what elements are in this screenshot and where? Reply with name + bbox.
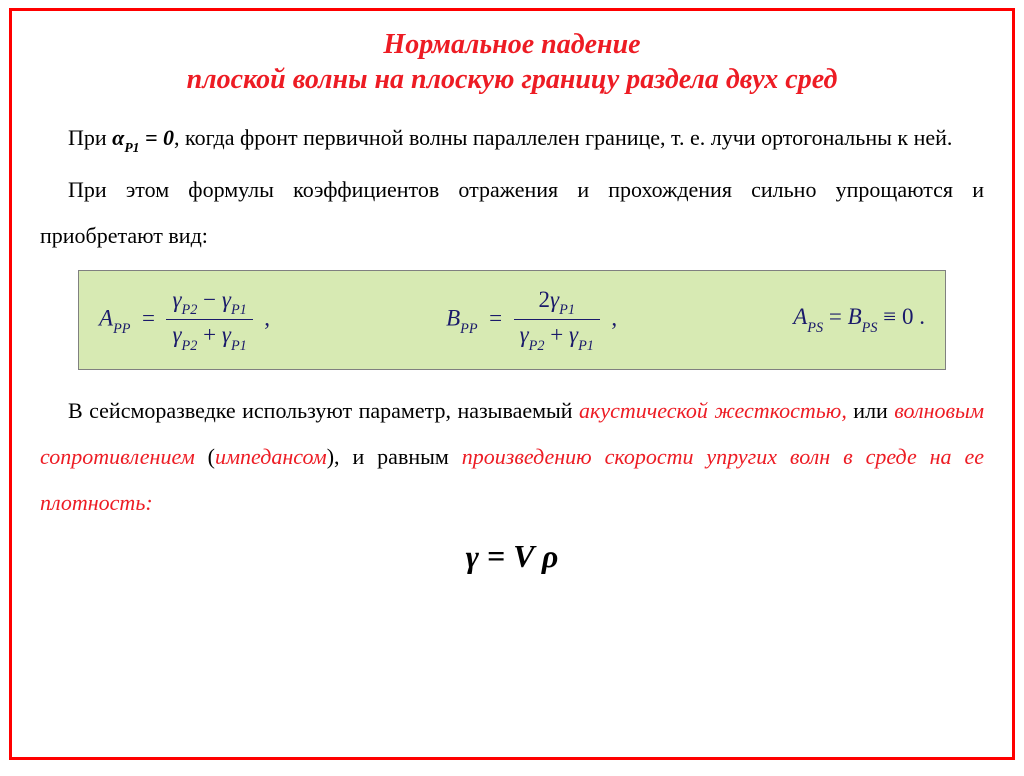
formula-bpp: BPP = 2γP1 γP2 + γP1 ,: [446, 287, 617, 353]
slide-title: Нормальное падение плоской волны на плос…: [40, 27, 984, 97]
formula-aps: APS = BPS ≡ 0 .: [793, 304, 925, 335]
p3-t2: или: [847, 398, 894, 423]
title-line2: плоской волны на плоскую границу раздела…: [187, 64, 838, 95]
p3-t1: В сейсморазведке используют параметр, на…: [68, 398, 579, 423]
frac-2: 2γP1 γP2 + γP1: [514, 287, 600, 353]
p1-t1: При: [68, 125, 112, 150]
p3-t4: ), и равным: [327, 444, 462, 469]
formula-app: APP = γP2 − γP1 γP2 + γP1 ,: [99, 287, 270, 353]
p1-t2: , когда фронт первичной волны параллелен…: [174, 125, 952, 150]
p3-r1: акустической жесткостью: [579, 398, 841, 423]
paragraph-3: В сейсморазведке используют параметр, на…: [40, 388, 984, 527]
p1-alpha: αP1 = 0: [112, 125, 174, 150]
big-equation: γ = V ρ: [40, 538, 984, 575]
paragraph-1: При αP1 = 0, когда фронт первичной волны…: [40, 115, 984, 161]
frac-1: γP2 − γP1 γP2 + γP1: [166, 287, 252, 353]
slide-frame: Нормальное падение плоской волны на плос…: [9, 8, 1015, 760]
title-line1: Нормальное падение: [383, 29, 640, 60]
paragraph-2: При этом формулы коэффициентов отражения…: [40, 167, 984, 259]
p3-t3: (: [195, 444, 215, 469]
p3-r3: импедансом: [215, 444, 327, 469]
formula-box: APP = γP2 − γP1 γP2 + γP1 , BPP = 2γP1 γ…: [78, 270, 946, 370]
